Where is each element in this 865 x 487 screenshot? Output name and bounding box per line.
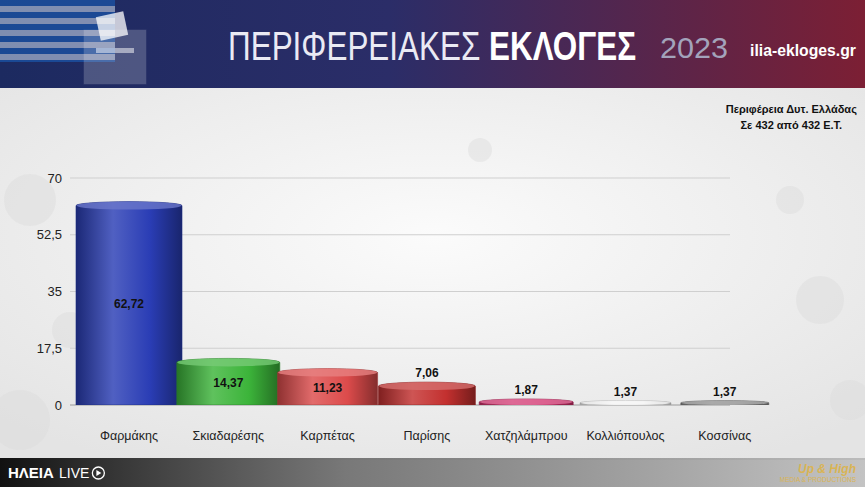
bg-bubble <box>776 186 804 214</box>
title-part: ΕΚΛΟΓΕΣ <box>489 24 636 68</box>
data-label: 1,87 <box>515 383 539 397</box>
subtitle: Σε 432 από 432 Ε.Τ. <box>741 119 843 131</box>
x-tick-label: Παρίσης <box>403 429 450 443</box>
labels: 62,72 Φαρμάκης 14,37 Σκιαδαρέσης 11,23 Καρπέτ… <box>100 297 751 443</box>
bar-cap <box>177 358 279 366</box>
x-tick-label: Κοσσίνας <box>698 429 751 443</box>
grid <box>70 178 730 405</box>
bar-cap <box>278 369 377 377</box>
title: ΠΕΡΙΦΕΡΕΙΑΚΕΣ ΕΚΛΟΓΕΣ <box>228 24 636 68</box>
bg-bubble <box>468 138 492 162</box>
brand: MEDIA & PRODUCTIONS <box>780 476 857 483</box>
chart: ΠΕΡΙΦΕΡΕΙΑΚΕΣ ΕΚΛΟΓΕΣ 2023 ilia-ekloges.gr… <box>0 0 865 487</box>
brand: LIVE <box>59 465 89 481</box>
data-label: 14,37 <box>213 376 243 390</box>
bar-cap <box>681 401 768 405</box>
y-tick-label: 52,5 <box>37 227 62 242</box>
grid-line <box>70 178 730 179</box>
data-label: 1,37 <box>614 385 638 399</box>
title-part: ΠΕΡΙΦΕΡΕΙΑΚΕΣ <box>228 24 489 68</box>
bar <box>76 202 182 405</box>
x-tick-label: Χατζηλάμπρου <box>485 429 568 443</box>
box-slot <box>96 48 134 53</box>
bar <box>278 369 378 405</box>
bar <box>479 399 573 405</box>
bars <box>76 202 769 405</box>
x-tick-label: Φαρμάκης <box>100 429 158 443</box>
bar-cap <box>77 202 182 210</box>
ballot-box <box>84 11 146 84</box>
x-tick-label: Κολλιόπουλος <box>586 429 664 443</box>
background <box>0 88 865 460</box>
header-bar <box>0 0 865 88</box>
data-label: 7,06 <box>415 366 439 380</box>
y-tick-label: 35 <box>48 284 62 299</box>
play-icon <box>92 467 104 479</box>
bg-bubble <box>796 276 844 324</box>
subtitle: Περιφέρεια Δυτ. Ελλάδας <box>726 103 857 116</box>
x-tick-label: Καρπέτας <box>300 429 355 443</box>
footer-bar <box>0 458 865 487</box>
play-icon <box>96 470 101 476</box>
site: ilia-ekloges.gr <box>750 41 856 60</box>
data-label: 1,37 <box>713 385 737 399</box>
bg-bubble <box>0 390 50 450</box>
brand: ΗΛΕΙΑ <box>8 464 54 481</box>
bar <box>177 358 280 405</box>
bar <box>378 382 475 405</box>
x-tick-label: Σκιαδαρέσης <box>193 429 265 443</box>
data-label: 11,23 <box>313 381 343 395</box>
flag-stripe <box>0 6 115 12</box>
y-tick-label: 0 <box>55 398 62 413</box>
year: 2023 <box>660 31 728 64</box>
bar <box>580 401 671 405</box>
y-tick-label: 17,5 <box>37 341 62 356</box>
bar <box>681 401 769 405</box>
box-body <box>84 30 146 84</box>
bg-bubble <box>830 380 865 420</box>
y-tick-label: 70 <box>48 171 62 186</box>
brand: Up & High <box>798 462 856 476</box>
ballot-paper <box>96 11 128 40</box>
bar-cap <box>379 382 475 390</box>
data-label: 62,72 <box>114 297 144 311</box>
bar-cap <box>581 401 671 405</box>
bar-cap <box>480 399 573 405</box>
